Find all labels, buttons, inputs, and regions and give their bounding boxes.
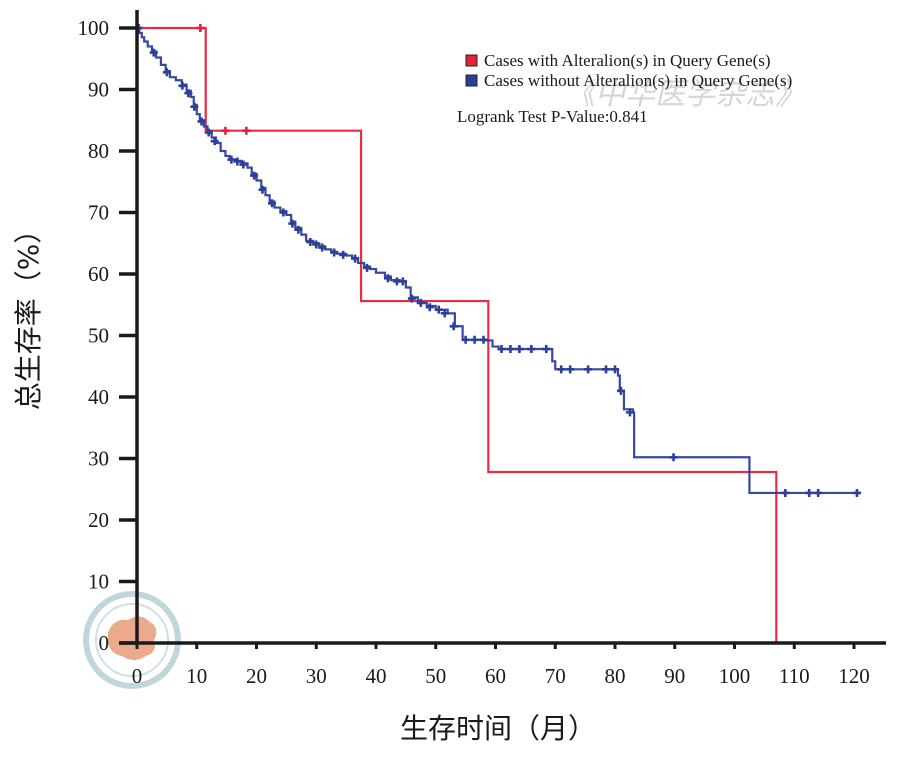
censor-mark (196, 24, 205, 32)
watermark-text: 《中华医学杂志》 (565, 77, 805, 112)
censor-mark (781, 488, 790, 497)
legend-swatch (465, 74, 478, 87)
x-axis-title: 生存时间（月） (400, 712, 596, 745)
x-tick-label: 100 (719, 664, 751, 688)
censor-mark (258, 185, 267, 194)
y-tick-label: 20 (88, 508, 109, 532)
y-tick-label: 50 (88, 324, 109, 348)
censor-mark (470, 335, 479, 344)
x-tick-label: 40 (366, 664, 387, 688)
censor-mark (178, 81, 187, 90)
censor-mark (584, 365, 593, 374)
y-tick-label: 10 (88, 570, 109, 594)
censor-mark (312, 240, 321, 249)
x-tick-label: 90 (664, 664, 685, 688)
censor-mark (416, 298, 425, 307)
x-tick-label: 110 (779, 664, 810, 688)
censor-mark (461, 335, 470, 344)
legend-label: Cases with Alteralion(s) in Query Gene(s… (484, 51, 771, 70)
censor-mark (268, 199, 277, 208)
y-tick-label: 80 (88, 139, 109, 163)
censor-mark (625, 408, 634, 417)
y-tick-label: 60 (88, 262, 109, 286)
x-tick-label: 60 (485, 664, 506, 688)
censor-mark (440, 309, 449, 318)
survival-curve-line (137, 26, 778, 643)
censor-mark (449, 322, 458, 331)
censor-mark (250, 171, 259, 180)
logrank-pvalue: Logrank Test P-Value:0.841 (457, 107, 648, 126)
y-tick-label: 30 (88, 447, 109, 471)
censor-mark (479, 335, 488, 344)
censor-mark (616, 386, 625, 395)
censor-mark (294, 225, 303, 234)
censor-mark (398, 277, 407, 286)
censor-mark (852, 488, 861, 497)
censor-mark (339, 250, 348, 259)
legend-swatch (465, 54, 478, 67)
y-tick-label: 40 (88, 385, 109, 409)
censor-mark (184, 89, 193, 98)
plot-area (134, 24, 861, 643)
y-tick-label: 90 (88, 78, 109, 102)
axes: 0 10 20 30 40 50 60 70 80 90 100 0 10 20 30 40 50 60 70 80 9… (78, 10, 886, 688)
censor-mark (318, 243, 327, 252)
censor-mark (279, 208, 288, 217)
journal-emblem-icon (83, 591, 181, 689)
censor-mark (190, 102, 199, 111)
censor-mark (805, 488, 814, 497)
y-tick-label: 0 (99, 631, 110, 655)
x-tick-label: 0 (132, 664, 143, 688)
censor-mark (363, 263, 372, 272)
censor-mark (221, 126, 230, 135)
x-tick-label: 10 (186, 664, 207, 688)
censor-mark (814, 488, 823, 497)
censor-mark (149, 48, 158, 57)
y-tick-label: 70 (88, 201, 109, 225)
censor-mark (557, 365, 566, 374)
censor-mark (210, 137, 219, 146)
censor-mark (233, 157, 242, 166)
censor-mark (239, 160, 248, 169)
censor-mark (197, 117, 206, 126)
censor-mark (306, 238, 315, 247)
censor-mark (425, 303, 434, 312)
censor-mark (227, 155, 236, 164)
x-tick-label: 20 (246, 664, 267, 688)
x-tick-label: 30 (306, 664, 327, 688)
censor-mark (434, 305, 443, 314)
censor-mark (506, 345, 515, 354)
censor-mark (407, 294, 416, 303)
x-tick-label: 80 (605, 664, 626, 688)
censor-mark (330, 248, 339, 257)
censor-mark (611, 365, 619, 374)
x-tick-label: 120 (838, 664, 870, 688)
censor-mark (204, 128, 213, 137)
censor-mark (351, 254, 360, 263)
censor-mark (542, 345, 551, 354)
series-unaltered (134, 24, 861, 497)
censor-mark (566, 365, 575, 374)
censor-mark (527, 345, 536, 354)
x-tick-label: 70 (545, 664, 566, 688)
legend-label: Cases without Alteralion(s) in Query Gen… (484, 71, 792, 90)
y-axis-title: 总生存率（%） (12, 216, 45, 411)
censor-mark (602, 365, 611, 374)
y-tick-label: 100 (78, 16, 110, 40)
censor-mark (162, 68, 171, 77)
series-altered (134, 24, 778, 643)
censor-mark (242, 126, 251, 135)
censor-mark (515, 345, 524, 354)
legend: Cases with Alteralion(s) in Query Gene(s… (465, 51, 792, 90)
censor-mark (497, 345, 506, 354)
censor-mark (288, 219, 297, 228)
x-tick-label: 50 (425, 664, 446, 688)
censor-mark (383, 274, 392, 283)
censor-mark (669, 453, 678, 462)
